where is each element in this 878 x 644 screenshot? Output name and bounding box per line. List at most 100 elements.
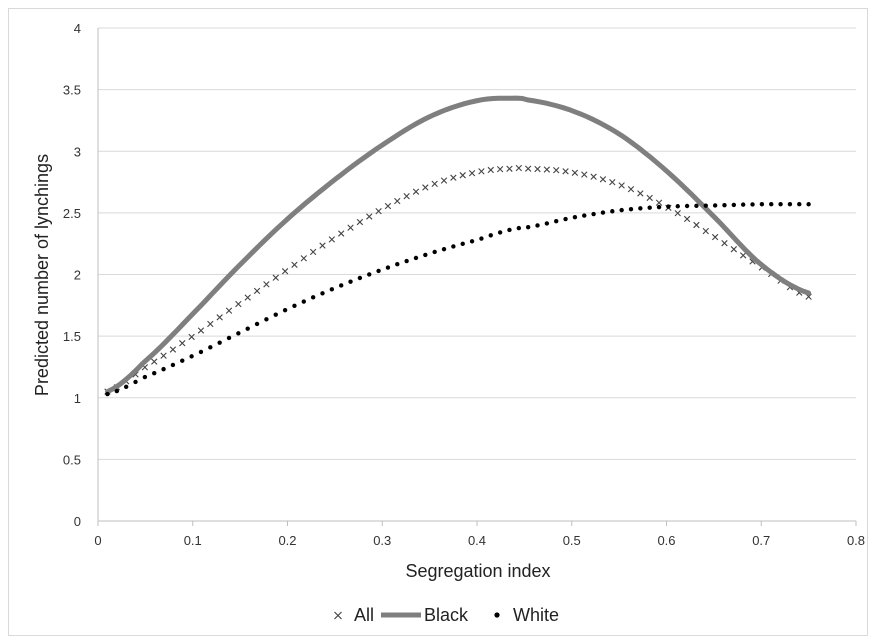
series-line-black	[105, 95, 812, 395]
y-tick-label: 1.5	[63, 329, 81, 344]
data-point-dot-marker	[376, 268, 381, 274]
y-tick-label: 4	[74, 21, 81, 36]
data-point-x-marker	[272, 274, 279, 281]
data-point-x-marker	[356, 218, 364, 226]
data-point-dot-marker	[535, 223, 540, 228]
data-point-x-marker	[179, 340, 186, 347]
data-point-x-marker	[515, 164, 523, 172]
data-point-x-marker	[655, 199, 663, 206]
series-white	[105, 201, 811, 397]
data-point-dot-marker	[320, 291, 325, 296]
legend-item-all: All	[334, 605, 374, 625]
data-point-dot-marker	[666, 204, 671, 209]
data-point-dot-marker	[806, 202, 811, 207]
data-point-dot-marker	[180, 358, 185, 363]
data-point-x-marker	[590, 173, 597, 180]
data-point-dot-marker	[264, 317, 269, 322]
data-point-x-marker	[151, 358, 158, 365]
data-point-x-marker	[169, 346, 177, 353]
data-point-x-marker	[571, 169, 579, 176]
data-point-x-marker	[683, 215, 691, 223]
data-point-dot-marker	[292, 303, 297, 308]
data-point-dot-marker	[488, 233, 493, 238]
data-point-dot-marker	[245, 326, 250, 331]
data-point-x-marker	[609, 178, 616, 186]
data-point-dot-marker	[254, 321, 260, 327]
data-point-dot-marker	[133, 379, 138, 385]
data-point-dot-marker	[638, 206, 643, 211]
data-point-x-marker	[487, 166, 494, 174]
data-point-x-marker	[309, 248, 317, 256]
data-point-x-marker	[702, 227, 709, 235]
data-point-dot-marker	[778, 201, 783, 207]
data-point-dot-marker	[582, 213, 587, 218]
legend: All Black White	[334, 605, 559, 625]
data-point-dot-marker	[769, 201, 774, 207]
data-point-dot-marker	[703, 203, 708, 208]
data-point-dot-marker	[189, 354, 194, 359]
data-point-dot-marker	[423, 252, 428, 258]
data-point-x-marker	[412, 188, 420, 195]
data-point-dot-marker	[600, 210, 606, 215]
data-point-dot-marker	[198, 349, 204, 355]
data-point-dot-marker	[105, 391, 110, 397]
x-tick-label: 0.7	[752, 533, 770, 548]
x-tick-label: 0.2	[278, 533, 296, 548]
data-point-dot-marker	[170, 362, 176, 368]
data-point-x-marker	[347, 224, 354, 231]
legend-label: Black	[424, 605, 469, 625]
data-point-dot-marker	[310, 295, 316, 300]
data-point-dot-marker	[619, 207, 624, 213]
y-tick-label: 0	[74, 514, 81, 529]
data-point-x-marker	[197, 327, 205, 334]
data-point-dot-marker	[385, 265, 391, 270]
data-point-x-marker	[225, 307, 233, 314]
data-point-dot-marker	[451, 244, 456, 249]
y-tick-label: 2	[74, 268, 81, 283]
data-point-dot-marker	[432, 249, 437, 255]
data-point-dot-marker	[282, 307, 288, 313]
data-point-x-marker	[384, 202, 392, 210]
data-point-x-marker	[263, 281, 270, 288]
data-point-x-marker	[366, 213, 373, 220]
data-point-x-marker	[160, 352, 167, 359]
data-point-dot-marker	[787, 201, 793, 207]
data-point-x-marker	[431, 180, 438, 188]
data-point-dot-marker	[469, 239, 475, 244]
data-point-x-marker	[721, 239, 728, 247]
data-point-dot-marker	[554, 218, 559, 224]
data-point-x-marker	[553, 167, 560, 174]
data-point-dot-marker	[404, 258, 409, 264]
data-point-dot-marker	[152, 370, 157, 376]
data-point-x-marker	[524, 165, 532, 172]
data-point-x-marker	[188, 333, 195, 341]
data-point-dot-marker	[591, 211, 596, 217]
data-point-dot-marker	[460, 241, 465, 247]
data-point-dot-marker	[413, 255, 419, 261]
data-point-dot-marker	[301, 299, 306, 304]
gridlines	[98, 27, 856, 460]
data-point-dot-marker	[684, 203, 690, 209]
data-point-dot-marker	[367, 272, 372, 277]
data-point-dot-marker	[797, 202, 802, 207]
y-tick-label: 1	[74, 391, 81, 406]
data-point-dot-marker	[497, 230, 503, 235]
data-point-x-marker	[543, 166, 551, 173]
data-point-x-marker	[674, 210, 681, 217]
data-point-x-marker	[328, 236, 336, 243]
data-point-dot-marker	[628, 206, 634, 212]
data-point-dot-marker	[740, 202, 746, 207]
x-tick-label: 0.3	[373, 533, 391, 548]
data-point-x-marker	[300, 255, 307, 262]
data-point-x-marker	[562, 168, 569, 175]
x-tick-label: 0.1	[184, 533, 202, 548]
data-point-x-marker	[637, 190, 644, 197]
data-point-x-marker	[319, 242, 326, 249]
data-point-x-marker	[207, 320, 214, 328]
data-point-x-marker	[440, 177, 448, 184]
data-point-dot-marker	[329, 287, 335, 292]
series-all	[104, 164, 812, 395]
data-point-x-marker	[459, 172, 466, 179]
x-axis-title: Segregation index	[405, 561, 550, 581]
